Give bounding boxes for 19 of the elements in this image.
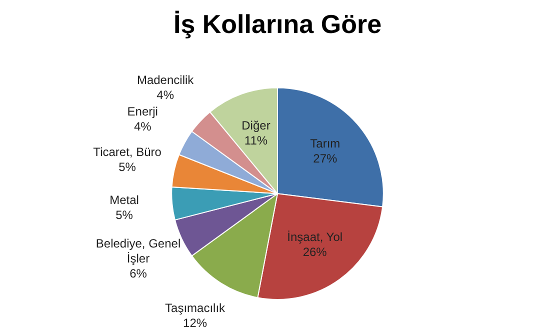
data-label: 12% bbox=[183, 316, 208, 330]
slice-label: Ticaret, Büro bbox=[93, 144, 162, 159]
data-label: 5% bbox=[116, 208, 134, 222]
slice-label: Madencilik bbox=[136, 73, 195, 88]
slice-label: Belediye, Genel İşler bbox=[96, 236, 181, 266]
slice-label: Taşımacılık bbox=[165, 300, 226, 315]
slice-label: Metal bbox=[110, 192, 139, 207]
slice-label: Diğer bbox=[242, 118, 270, 133]
data-label: 27% bbox=[313, 151, 338, 166]
slice-label: İnşaat, Yol bbox=[287, 230, 343, 244]
data-label: 11% bbox=[244, 134, 268, 148]
data-label: 26% bbox=[302, 244, 328, 259]
data-label: 4% bbox=[134, 119, 152, 134]
data-label: 4% bbox=[156, 88, 174, 102]
chart-title: İş Kollarına Göre bbox=[173, 8, 382, 39]
slice-label: Tarım bbox=[310, 136, 340, 150]
slice-label: Enerji bbox=[127, 104, 158, 118]
data-label: 6% bbox=[130, 266, 148, 280]
data-label: 5% bbox=[118, 160, 136, 174]
